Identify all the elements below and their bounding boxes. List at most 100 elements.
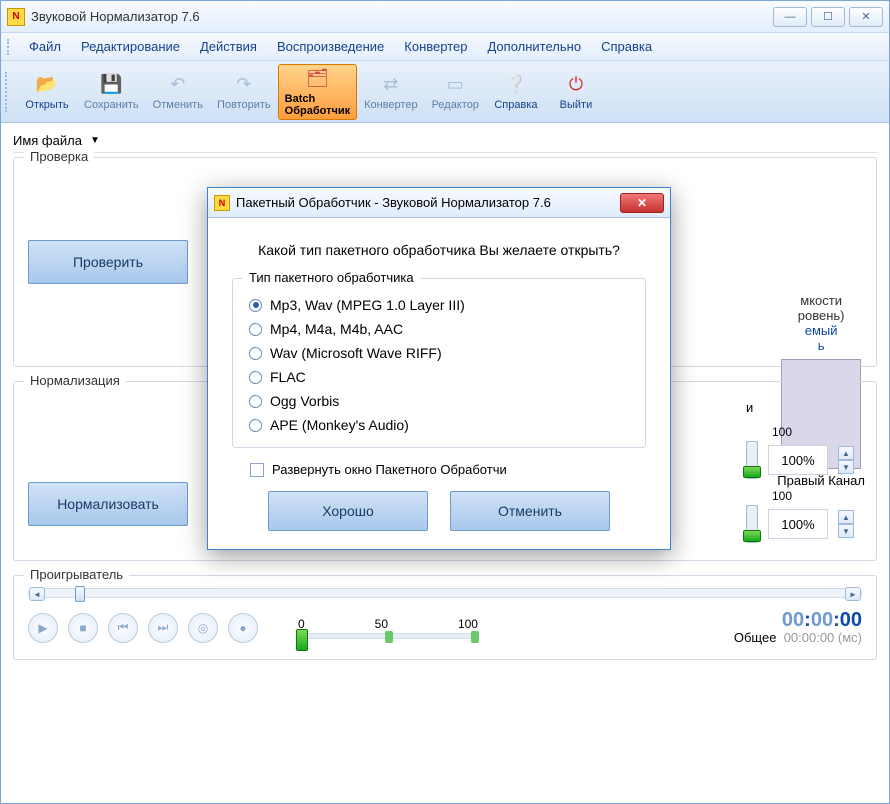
dialog-cancel-button[interactable]: Отменить [450,491,610,531]
normalize-group-title: Нормализация [24,373,126,388]
peak-line2: ровень) [798,308,845,323]
loop-button[interactable]: ◎ [188,613,218,643]
radio-ape-input[interactable] [249,419,262,432]
radio-mp4-input[interactable] [249,323,262,336]
dialog-close-button[interactable]: ✕ [620,193,664,213]
prev-button[interactable]: ⏮ [108,613,138,643]
radio-wav-input[interactable] [249,347,262,360]
batch-icon: 🗂 [305,67,329,91]
redo-icon: ↷ [232,73,256,97]
toolbar-batch[interactable]: 🗂BatchОбработчик [278,64,357,120]
app-icon: N [7,8,25,26]
slider1-up[interactable]: ▲ [838,446,854,460]
tick-100: 100 [458,617,478,631]
toolbar-redo: ↷Повторить [210,64,278,120]
main-window: N Звуковой Нормализатор 7.6 — ☐ ✕ Файл Р… [0,0,890,804]
slider1-down[interactable]: ▼ [838,460,854,474]
slider1-track[interactable] [746,441,758,479]
filename-row: Имя файла ▼ [13,129,877,153]
check-button[interactable]: Проверить [28,240,188,284]
filename-dropdown-icon[interactable]: ▼ [90,135,100,146]
batch-dialog: N Пакетный Обработчик - Звуковой Нормали… [207,187,671,550]
check-group-title: Проверка [24,149,94,164]
radio-mp3wav[interactable]: Mp3, Wav (MPEG 1.0 Layer III) [249,293,629,317]
peak-line1: мкости [800,293,842,308]
peak-link2[interactable]: ь [818,338,825,353]
slider1-value: 100 [772,425,792,439]
seek-bar[interactable]: ◄ ► [28,588,862,598]
save-icon: 💾 [99,73,123,97]
position-thumb[interactable] [296,629,308,651]
editor-icon: ▭ [443,73,467,97]
dialog-app-icon: N [214,195,230,211]
slider2-spinner: ▲▼ [838,510,854,538]
filename-label: Имя файла [13,133,82,148]
norm-slider-1: 100 100% ▲▼ [746,441,854,479]
menu-actions[interactable]: Действия [190,35,267,58]
toolbar: 📂Открыть 💾Сохранить ↶Отменить ↷Повторить… [1,61,889,123]
menu-extra[interactable]: Дополнительно [477,35,591,58]
menu-file[interactable]: Файл [19,35,71,58]
maximize-button[interactable]: ☐ [811,7,845,27]
seek-left[interactable]: ◄ [29,587,45,601]
slider2-pct: 100% [768,509,828,539]
position-slider[interactable] [298,633,478,639]
dialog-question: Какой тип пакетного обработчика Вы желае… [232,242,646,258]
normalize-button[interactable]: Нормализовать [28,482,188,526]
slider1-spinner: ▲▼ [838,446,854,474]
radio-wav[interactable]: Wav (Microsoft Wave RIFF) [249,341,629,365]
slider1-pct: 100% [768,445,828,475]
toolbar-converter: ⇄Конвертер [357,64,424,120]
radio-ogg[interactable]: Ogg Vorbis [249,389,629,413]
stop-button[interactable]: ■ [68,613,98,643]
toolbar-help[interactable]: ❔Справка [486,64,546,120]
seek-handle[interactable] [75,586,85,602]
slider2-track[interactable] [746,505,758,543]
slider1-thumb[interactable] [743,466,761,478]
radio-flac[interactable]: FLAC [249,365,629,389]
minimize-button[interactable]: — [773,7,807,27]
radio-mp4[interactable]: Mp4, M4a, M4b, AAC [249,317,629,341]
time-total-label: Общее [734,630,777,645]
player-group: Проигрыватель ◄ ► ▶ ■ ⏮ ⏭ ◎ ● 0 50 100 [13,575,877,660]
expand-checkbox-label: Развернуть окно Пакетного Обработчи [272,462,507,477]
norm-label-truncated: и [746,400,854,415]
converter-icon: ⇄ [379,73,403,97]
exit-icon: ⏻ [564,73,588,97]
record-button[interactable]: ● [228,613,258,643]
processor-type-group: Тип пакетного обработчика Mp3, Wav (MPEG… [232,278,646,448]
expand-checkbox[interactable] [250,463,264,477]
menu-help[interactable]: Справка [591,35,662,58]
next-button[interactable]: ⏭ [148,613,178,643]
radio-mp3wav-input[interactable] [249,299,262,312]
slider2-thumb[interactable] [743,530,761,542]
processor-type-title: Тип пакетного обработчика [243,270,420,285]
seek-right[interactable]: ► [845,587,861,601]
dialog-ok-button[interactable]: Хорошо [268,491,428,531]
open-icon: 📂 [35,73,59,97]
play-button[interactable]: ▶ [28,613,58,643]
peak-link1[interactable]: емый [805,323,838,338]
menubar: Файл Редактирование Действия Воспроизвед… [1,33,889,61]
toolbar-exit[interactable]: ⏻Выйти [546,64,606,120]
dialog-titlebar[interactable]: N Пакетный Обработчик - Звуковой Нормали… [208,188,670,218]
close-button[interactable]: ✕ [849,7,883,27]
norm-slider-2: 100 100% ▲▼ [746,505,854,543]
titlebar[interactable]: N Звуковой Нормализатор 7.6 — ☐ ✕ [1,1,889,33]
radio-ape[interactable]: APE (Monkey's Audio) [249,413,629,437]
toolbar-open[interactable]: 📂Открыть [17,64,77,120]
menu-playback[interactable]: Воспроизведение [267,35,394,58]
radio-flac-input[interactable] [249,371,262,384]
radio-ogg-input[interactable] [249,395,262,408]
time-total: 00:00:00 (мс) [784,630,862,645]
position-slider-wrap: 0 50 100 [298,617,478,639]
slider2-up[interactable]: ▲ [838,510,854,524]
menu-converter[interactable]: Конвертер [394,35,477,58]
menu-edit[interactable]: Редактирование [71,35,190,58]
toolbar-editor: ▭Редактор [425,64,486,120]
slider2-down[interactable]: ▼ [838,524,854,538]
undo-icon: ↶ [166,73,190,97]
dialog-title: Пакетный Обработчик - Звуковой Нормализа… [236,195,620,210]
time-current: 00:00:00 [734,610,862,630]
expand-checkbox-row[interactable]: Развернуть окно Пакетного Обработчи [250,462,646,477]
